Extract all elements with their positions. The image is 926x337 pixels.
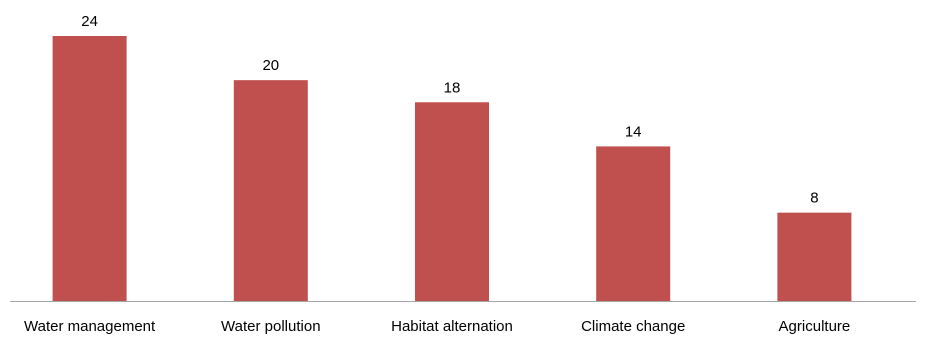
bars-group — [52, 36, 852, 302]
bar-habitat-alternation — [415, 102, 489, 301]
value-label: 8 — [810, 190, 818, 207]
category-label: Agriculture — [779, 318, 851, 335]
category-label: Water pollution — [221, 318, 321, 335]
value-labels-group: 24 20 18 14 8 — [81, 13, 818, 207]
category-labels-group: Water management Water pollution Habitat a… — [24, 318, 850, 335]
value-label: 20 — [262, 57, 279, 74]
bar-climate-change — [596, 146, 671, 301]
category-label: Habitat alternation — [391, 318, 513, 335]
category-label: Water management — [24, 318, 156, 335]
value-label: 24 — [81, 13, 98, 30]
value-label: 18 — [444, 79, 461, 96]
bar-agriculture — [777, 212, 852, 301]
category-label: Climate change — [581, 318, 685, 335]
bar-water-management — [52, 36, 127, 301]
bar-water-pollution — [233, 80, 308, 302]
value-label: 14 — [625, 123, 642, 140]
